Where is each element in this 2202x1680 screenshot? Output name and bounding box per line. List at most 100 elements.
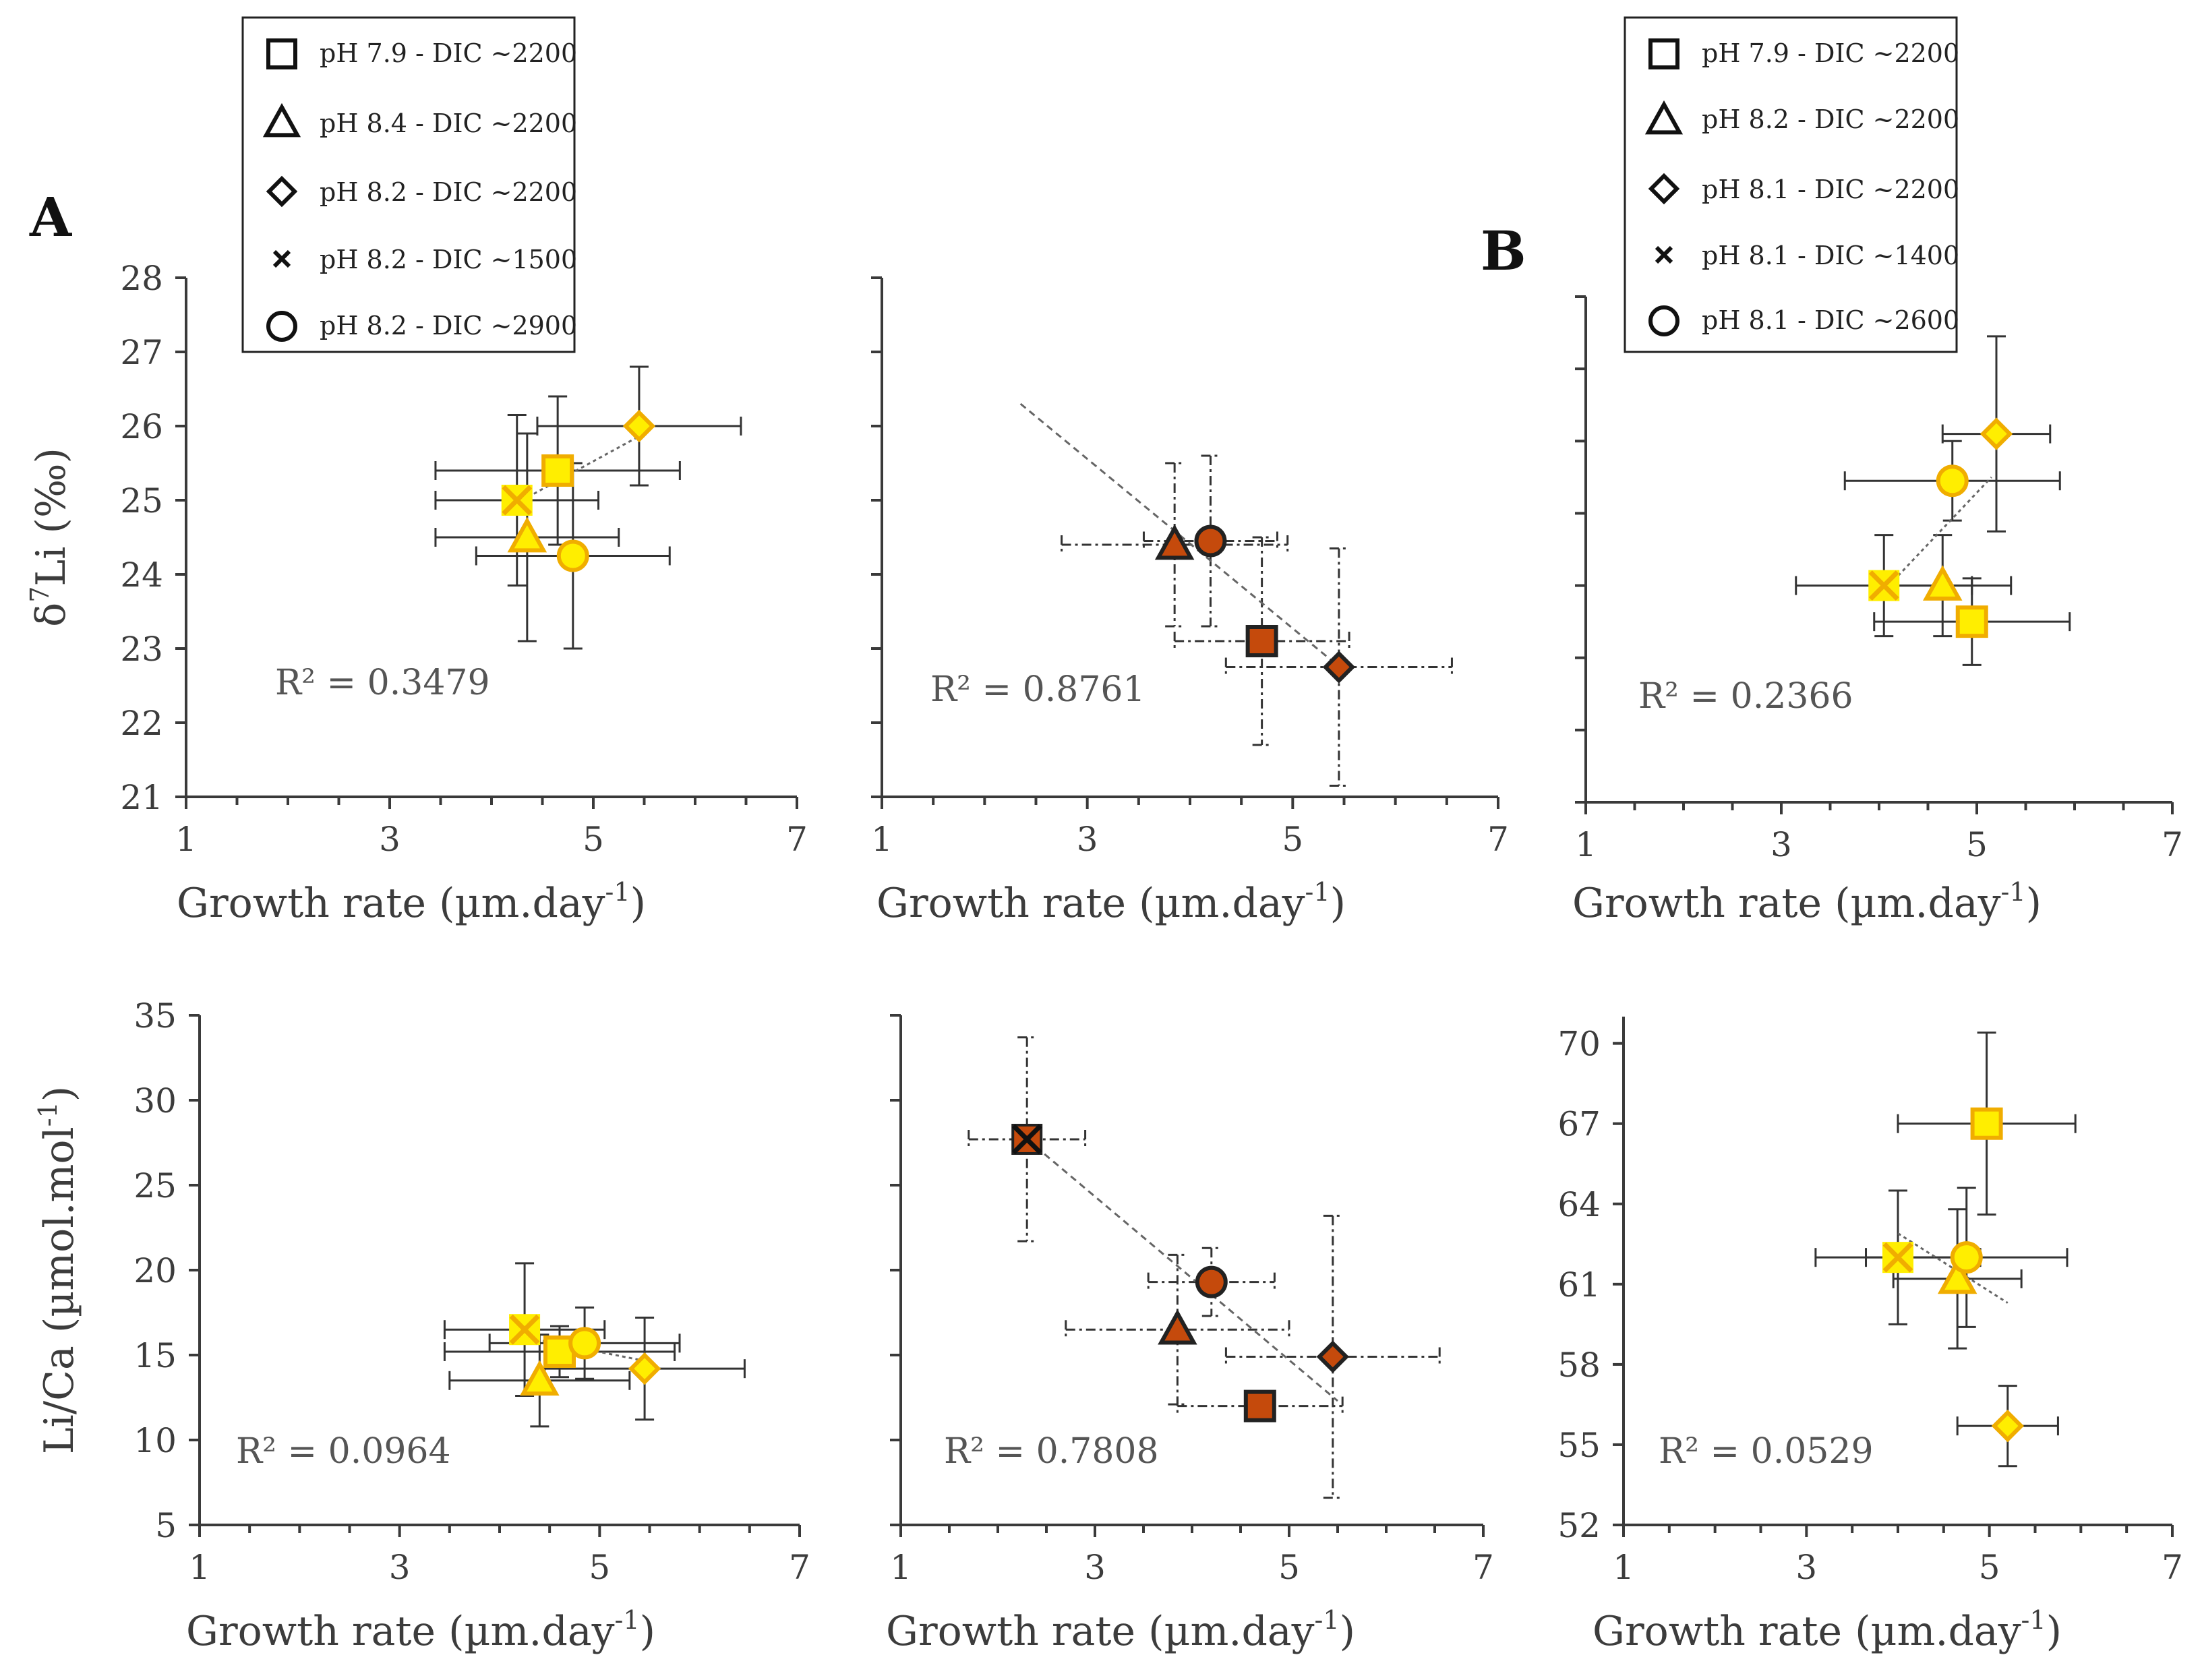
data-point-diamond <box>1980 417 2013 450</box>
y-tick-label: 24 <box>120 556 163 595</box>
y-tick-label: 26 <box>120 407 163 446</box>
error-bar-diamond <box>1224 547 1453 787</box>
data-point-square <box>1955 605 1988 638</box>
y-tick-label: 27 <box>120 333 163 372</box>
x-axis-label: Growth rate (µm.day-1) <box>886 1605 1355 1655</box>
legend-marker-circle <box>266 311 297 342</box>
data-point-diamond <box>628 1352 661 1385</box>
x-tick-label: 7 <box>786 820 808 859</box>
y-axis-label: Li/Ca (µmol.mol-1) <box>33 1086 83 1454</box>
x-tick-label: 1 <box>890 1548 912 1587</box>
x-tick-label: 5 <box>1278 1548 1300 1587</box>
y-tick-label: 23 <box>120 630 163 669</box>
y-tick-label: 20 <box>133 1251 177 1290</box>
y-tick-label: 58 <box>1557 1346 1601 1385</box>
x-tick-label: 1 <box>1613 1548 1634 1587</box>
x-tick-label: 7 <box>1472 1548 1494 1587</box>
trendline <box>1897 1232 2008 1304</box>
trendline <box>1888 476 1992 587</box>
y-tick-label: 52 <box>1557 1506 1601 1545</box>
data-point-square <box>1245 625 1278 657</box>
legend-marker-diamond <box>266 175 298 208</box>
y-tick-label: 25 <box>133 1166 177 1205</box>
x-tick-label: 1 <box>189 1548 210 1587</box>
data-point-square <box>541 454 574 487</box>
y-tick-label: 67 <box>1557 1105 1601 1144</box>
data-point-diamond <box>622 409 656 443</box>
plot-top-left: 21 22 23 24 25 26 27 28 1 3 5 7 Growth rate (µm.day-… <box>25 259 808 927</box>
x-tick-label: 5 <box>1979 1548 2000 1587</box>
legend-a: pH 7.9 - DIC ~2200 pH 8.4 - DIC ~2200 pH… <box>241 16 577 353</box>
legend-marker-triangle <box>1644 100 1684 135</box>
panel-label-b: B <box>1481 219 1526 282</box>
data-point-circle <box>1950 1241 1983 1274</box>
legend-b: pH 7.9 - DIC ~2200 pH 8.2 - DIC ~2200 pH… <box>1624 16 1959 353</box>
data-point-circle <box>1195 1265 1228 1298</box>
x-tick-label: 7 <box>1487 820 1509 859</box>
data-point-circle <box>556 539 589 572</box>
x-tick-label: 7 <box>789 1548 810 1587</box>
trendline <box>521 432 645 502</box>
data-point-diamond <box>1991 1409 2024 1443</box>
data-point-circle <box>1936 464 1969 498</box>
legend-marker-triangle <box>262 102 301 138</box>
y-tick-label: 21 <box>120 778 163 817</box>
x-tick-label: 1 <box>1575 825 1597 864</box>
y-tick-label: 35 <box>133 996 177 1036</box>
data-point-cross <box>1868 570 1900 601</box>
legend-a-label-1: pH 7.9 - DIC ~2200 <box>320 38 577 68</box>
data-point-triangle <box>507 516 547 553</box>
x-tick-label: 1 <box>175 820 197 859</box>
data-point-triangle <box>1158 1309 1197 1345</box>
x-axis-label: Growth rate (µm.day-1) <box>876 877 1346 927</box>
legend-marker-circle <box>1648 305 1679 336</box>
r-squared-label: R² = 0.2366 <box>1638 676 1853 717</box>
x-tick-label: 3 <box>389 1548 411 1587</box>
panel-label-a: A <box>29 185 72 249</box>
x-tick-label: 1 <box>871 820 893 859</box>
y-tick-label: 55 <box>1557 1426 1601 1465</box>
data-point-cross <box>1011 1123 1043 1155</box>
y-tick-label: 15 <box>133 1336 177 1375</box>
data-point-triangle <box>1923 565 1963 601</box>
x-tick-label: 5 <box>583 820 604 859</box>
y-tick-label: 10 <box>133 1421 177 1460</box>
data-point-circle <box>1194 524 1227 558</box>
trendline <box>1026 1138 1338 1402</box>
x-tick-label: 7 <box>2162 825 2183 864</box>
x-tick-label: 3 <box>1795 1548 1817 1587</box>
legend-marker-diamond <box>1648 173 1680 205</box>
y-tick-label: 64 <box>1557 1185 1601 1224</box>
y-tick-label: 25 <box>120 481 163 520</box>
legend-b-label-2: pH 8.2 - DIC ~2200 <box>1702 104 1959 134</box>
x-axis-label: Growth rate (µm.day-1) <box>186 1605 655 1655</box>
data-point-cross <box>1882 1242 1913 1273</box>
plot-bottom-right: 52 55 58 61 64 67 70 1 3 5 7 Growth rate (µm.day-1)… <box>1557 1017 2183 1655</box>
legend-b-label-5: pH 8.1 - DIC ~2600 <box>1702 305 1959 335</box>
data-point-circle <box>568 1327 601 1360</box>
legend-a-markers <box>262 38 301 342</box>
x-tick-label: 3 <box>1770 825 1792 864</box>
trendline <box>1019 402 1345 672</box>
y-tick-label: 61 <box>1557 1265 1601 1304</box>
data-point-cross <box>501 485 533 516</box>
x-tick-label: 5 <box>1966 825 1988 864</box>
r-squared-label: R² = 0.7808 <box>944 1431 1159 1472</box>
r-squared-label: R² = 0.0529 <box>1659 1431 1874 1472</box>
x-axis-label: Growth rate (µm.day-1) <box>177 877 646 927</box>
legend-marker-square <box>1648 38 1679 69</box>
r-squared-label: R² = 0.0964 <box>236 1431 451 1472</box>
y-tick-label: 70 <box>1557 1025 1601 1064</box>
y-tick-label: 5 <box>155 1506 177 1545</box>
x-tick-label: 3 <box>1077 820 1098 859</box>
legend-a-label-3: pH 8.2 - DIC ~2200 <box>320 177 577 207</box>
x-tick-label: 7 <box>2162 1548 2183 1587</box>
data-point-triangle <box>1154 524 1195 560</box>
data-point-triangle <box>1937 1258 1977 1294</box>
x-axis-label: Growth rate (µm.day-1) <box>1572 877 2042 927</box>
legend-b-label-1: pH 7.9 - DIC ~2200 <box>1702 38 1959 68</box>
y-axis-label: δ7Li (‰) <box>25 448 75 627</box>
x-tick-label: 5 <box>589 1548 610 1587</box>
